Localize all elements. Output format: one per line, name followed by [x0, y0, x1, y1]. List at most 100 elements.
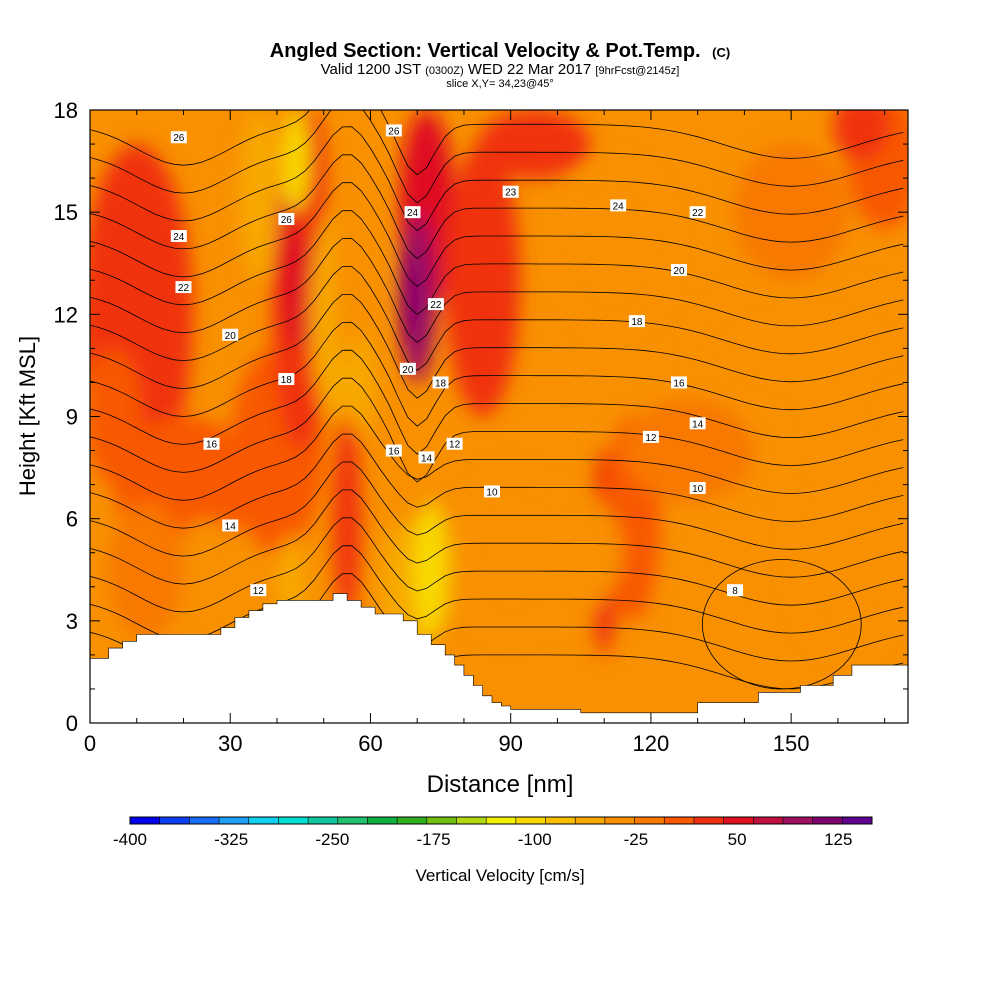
colorbar-tick-label: -25	[624, 830, 649, 849]
colorbar-swatch	[723, 817, 754, 824]
contour-label: 22	[689, 206, 706, 219]
contour-label-text: 12	[253, 586, 265, 597]
contour-label: 20	[670, 264, 687, 277]
y-tick-label: 12	[54, 302, 78, 327]
colorbar-swatch	[634, 817, 665, 824]
contour-label-text: 20	[402, 365, 414, 376]
theta-contour-line	[90, 405, 904, 501]
contour-label-text: 24	[173, 232, 185, 243]
contour-label-bg	[278, 373, 295, 386]
velocity-cell	[833, 110, 890, 162]
contour-label-bg	[222, 519, 239, 532]
contour-label: 10	[689, 482, 706, 495]
velocity-cell	[169, 518, 245, 655]
contour-label-bg	[399, 362, 416, 375]
y-axis-label: Height [Kft MSL]	[15, 336, 40, 496]
chart-subtitle: Valid 1200 JST (0300Z) WED 22 Mar 2017 […	[321, 61, 680, 78]
colorbar-swatch	[278, 817, 309, 824]
contour-label-text: 22	[178, 283, 190, 294]
theta-contour-line	[90, 126, 904, 232]
contour-label: 14	[418, 451, 435, 464]
contour-label-text: 16	[206, 440, 218, 451]
contour-label: 12	[250, 584, 267, 597]
contour-label: 26	[278, 212, 295, 226]
contour-label: 23	[502, 185, 519, 199]
colorbar-tick-label: 50	[728, 830, 747, 849]
x-tick-label: 30	[218, 731, 242, 756]
velocity-cell	[622, 399, 754, 502]
contour-label-bg	[628, 315, 645, 328]
colorbar-tick-label: 125	[824, 830, 852, 849]
contour-label-bg	[222, 328, 239, 341]
contour-label-bg	[689, 206, 706, 219]
colorbar-swatch	[545, 817, 576, 824]
contour-label-text: 24	[407, 208, 419, 219]
colorbar-tick-label: -175	[417, 830, 451, 849]
colorbar-swatch	[693, 817, 725, 824]
contour-label: 26	[170, 131, 187, 144]
y-tick-label: 18	[54, 98, 78, 123]
contour-label-bg	[689, 417, 706, 430]
colorbar-swatch	[753, 817, 784, 824]
colorbar-swatch	[456, 817, 487, 824]
velocity-cell	[693, 280, 908, 417]
contour-label: 14	[689, 417, 706, 430]
contour-label-bg	[203, 437, 220, 450]
theta-contour-line	[90, 377, 904, 483]
theta-contour-line	[90, 238, 904, 343]
theta-contour-line	[90, 461, 904, 557]
theta-contour-line	[90, 110, 904, 204]
contour-label-text: 10	[692, 484, 704, 495]
contour-label-bg	[385, 124, 402, 137]
theta-contour-line	[90, 266, 904, 371]
velocity-cell	[281, 110, 310, 213]
colorbar-swatch	[842, 817, 873, 824]
colorbar-swatch	[604, 817, 636, 824]
theta-contour-line	[90, 182, 904, 288]
colorbar-swatch	[515, 817, 547, 824]
contour-label: 22	[175, 281, 192, 294]
contour-label: 24	[610, 199, 627, 212]
contour-label-bg	[418, 451, 435, 464]
colorbar-tick-label: -325	[214, 830, 248, 849]
theta-contour-closed	[701, 559, 862, 690]
contour-label: 18	[432, 376, 449, 389]
theta-contour-line	[90, 110, 904, 176]
colorbar-swatch	[782, 817, 814, 824]
contour-labels: 26 26 26 24 24 24 23 22 22 22 20 20 20 18 18 18 16 16 16 14…	[170, 124, 744, 597]
colorbar-swatch	[426, 817, 457, 824]
theta-contour-line	[90, 321, 904, 427]
velocity-cell	[412, 501, 450, 638]
y-tick-label: 9	[66, 405, 78, 430]
contour-label-bg	[427, 298, 444, 311]
colorbar-swatch	[308, 817, 339, 824]
velocity-cell	[791, 450, 904, 655]
contour-label-bg	[727, 584, 744, 597]
contour-label-bg	[170, 230, 187, 243]
colorbar-swatch	[397, 817, 428, 824]
contour-label: 18	[628, 315, 645, 328]
x-tick-label: 120	[633, 731, 670, 756]
colorbar-swatch	[219, 817, 250, 824]
contour-label-text: 26	[173, 133, 185, 144]
contour-label: 12	[446, 437, 463, 451]
contour-label-bg	[385, 444, 402, 457]
contour-label-bg	[483, 485, 500, 498]
contour-label-text: 26	[388, 126, 400, 137]
contour-label-text: 20	[225, 331, 237, 342]
contour-label: 20	[399, 362, 416, 376]
contour-label: 20	[222, 328, 239, 342]
terrain	[89, 593, 909, 724]
contour-label-text: 18	[631, 317, 643, 328]
contour-label-text: 14	[225, 521, 237, 532]
y-tick-label: 15	[54, 200, 78, 225]
contour-label: 18	[278, 373, 295, 386]
contour-label-text: 8	[732, 586, 738, 597]
theta-contour-line	[90, 545, 904, 641]
theta-contour-line	[90, 294, 904, 399]
colorbar-tick-label: -400	[113, 830, 147, 849]
axes: 0 30 60 90 120 150 0 3 6 9 12 15 18	[54, 98, 908, 756]
plot-area: 26 26 26 24 24 24 23 22 22 22 20 20 20 18 18 18 16 16 16 14…	[54, 98, 909, 756]
theta-contour-line	[90, 489, 904, 585]
contour-label-text: 14	[421, 453, 433, 464]
